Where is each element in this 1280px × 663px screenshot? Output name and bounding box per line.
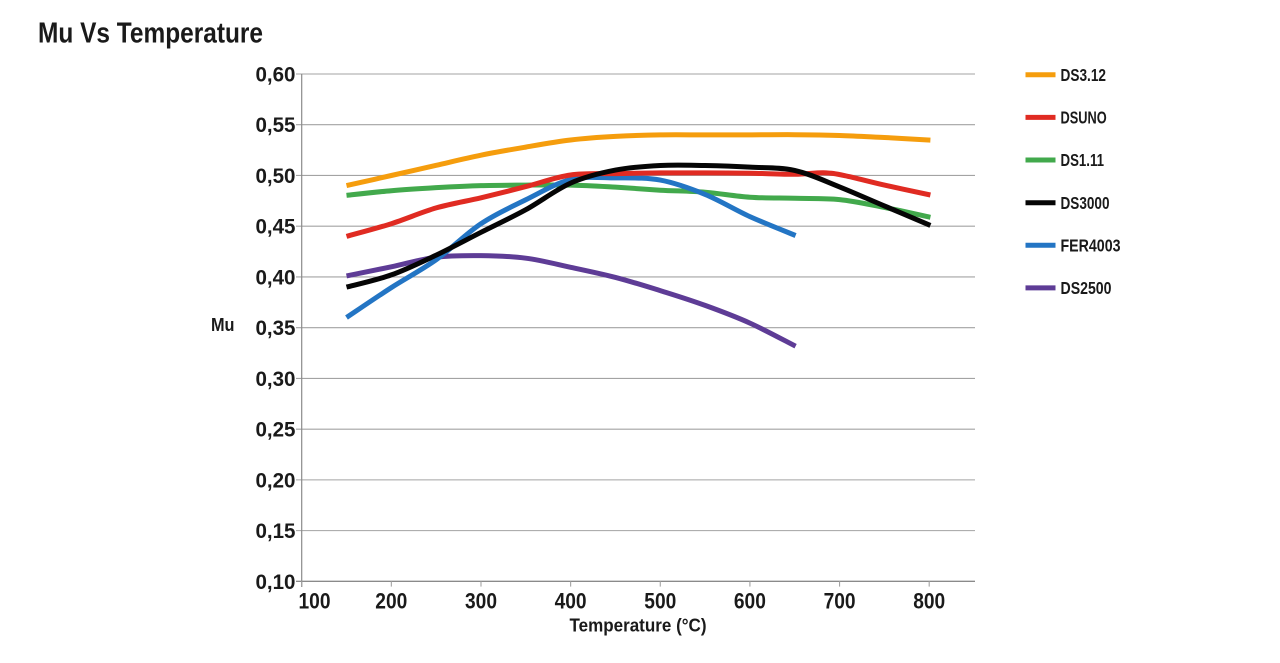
svg-text:200: 200 bbox=[375, 589, 407, 614]
svg-text:Mu: Mu bbox=[211, 314, 235, 335]
svg-text:FER4003: FER4003 bbox=[1061, 236, 1121, 256]
svg-text:500: 500 bbox=[644, 589, 676, 614]
svg-text:0,30: 0,30 bbox=[256, 367, 296, 391]
svg-text:Mu Vs Temperature: Mu Vs Temperature bbox=[38, 17, 263, 49]
svg-text:400: 400 bbox=[555, 589, 587, 614]
svg-text:0,40: 0,40 bbox=[256, 265, 296, 289]
svg-text:700: 700 bbox=[824, 589, 856, 614]
svg-text:300: 300 bbox=[465, 589, 497, 614]
svg-text:600: 600 bbox=[734, 589, 766, 614]
svg-text:Temperature (°C): Temperature (°C) bbox=[570, 615, 707, 636]
svg-text:DS1.11: DS1.11 bbox=[1061, 150, 1105, 170]
svg-text:0,55: 0,55 bbox=[256, 113, 296, 137]
svg-text:100: 100 bbox=[299, 589, 331, 614]
svg-text:DS3000: DS3000 bbox=[1061, 193, 1110, 213]
svg-text:DSUNO: DSUNO bbox=[1061, 108, 1107, 128]
svg-text:0,50: 0,50 bbox=[256, 164, 296, 188]
svg-text:0,45: 0,45 bbox=[256, 215, 296, 239]
svg-text:DS3.12: DS3.12 bbox=[1061, 65, 1107, 85]
svg-text:DS2500: DS2500 bbox=[1061, 278, 1112, 298]
svg-text:0,60: 0,60 bbox=[256, 62, 296, 86]
svg-text:0,35: 0,35 bbox=[256, 316, 296, 340]
svg-text:0,10: 0,10 bbox=[256, 570, 296, 594]
svg-text:0,20: 0,20 bbox=[256, 468, 296, 492]
svg-text:0,25: 0,25 bbox=[256, 418, 296, 442]
svg-text:0,15: 0,15 bbox=[256, 519, 296, 543]
svg-text:800: 800 bbox=[913, 589, 945, 614]
